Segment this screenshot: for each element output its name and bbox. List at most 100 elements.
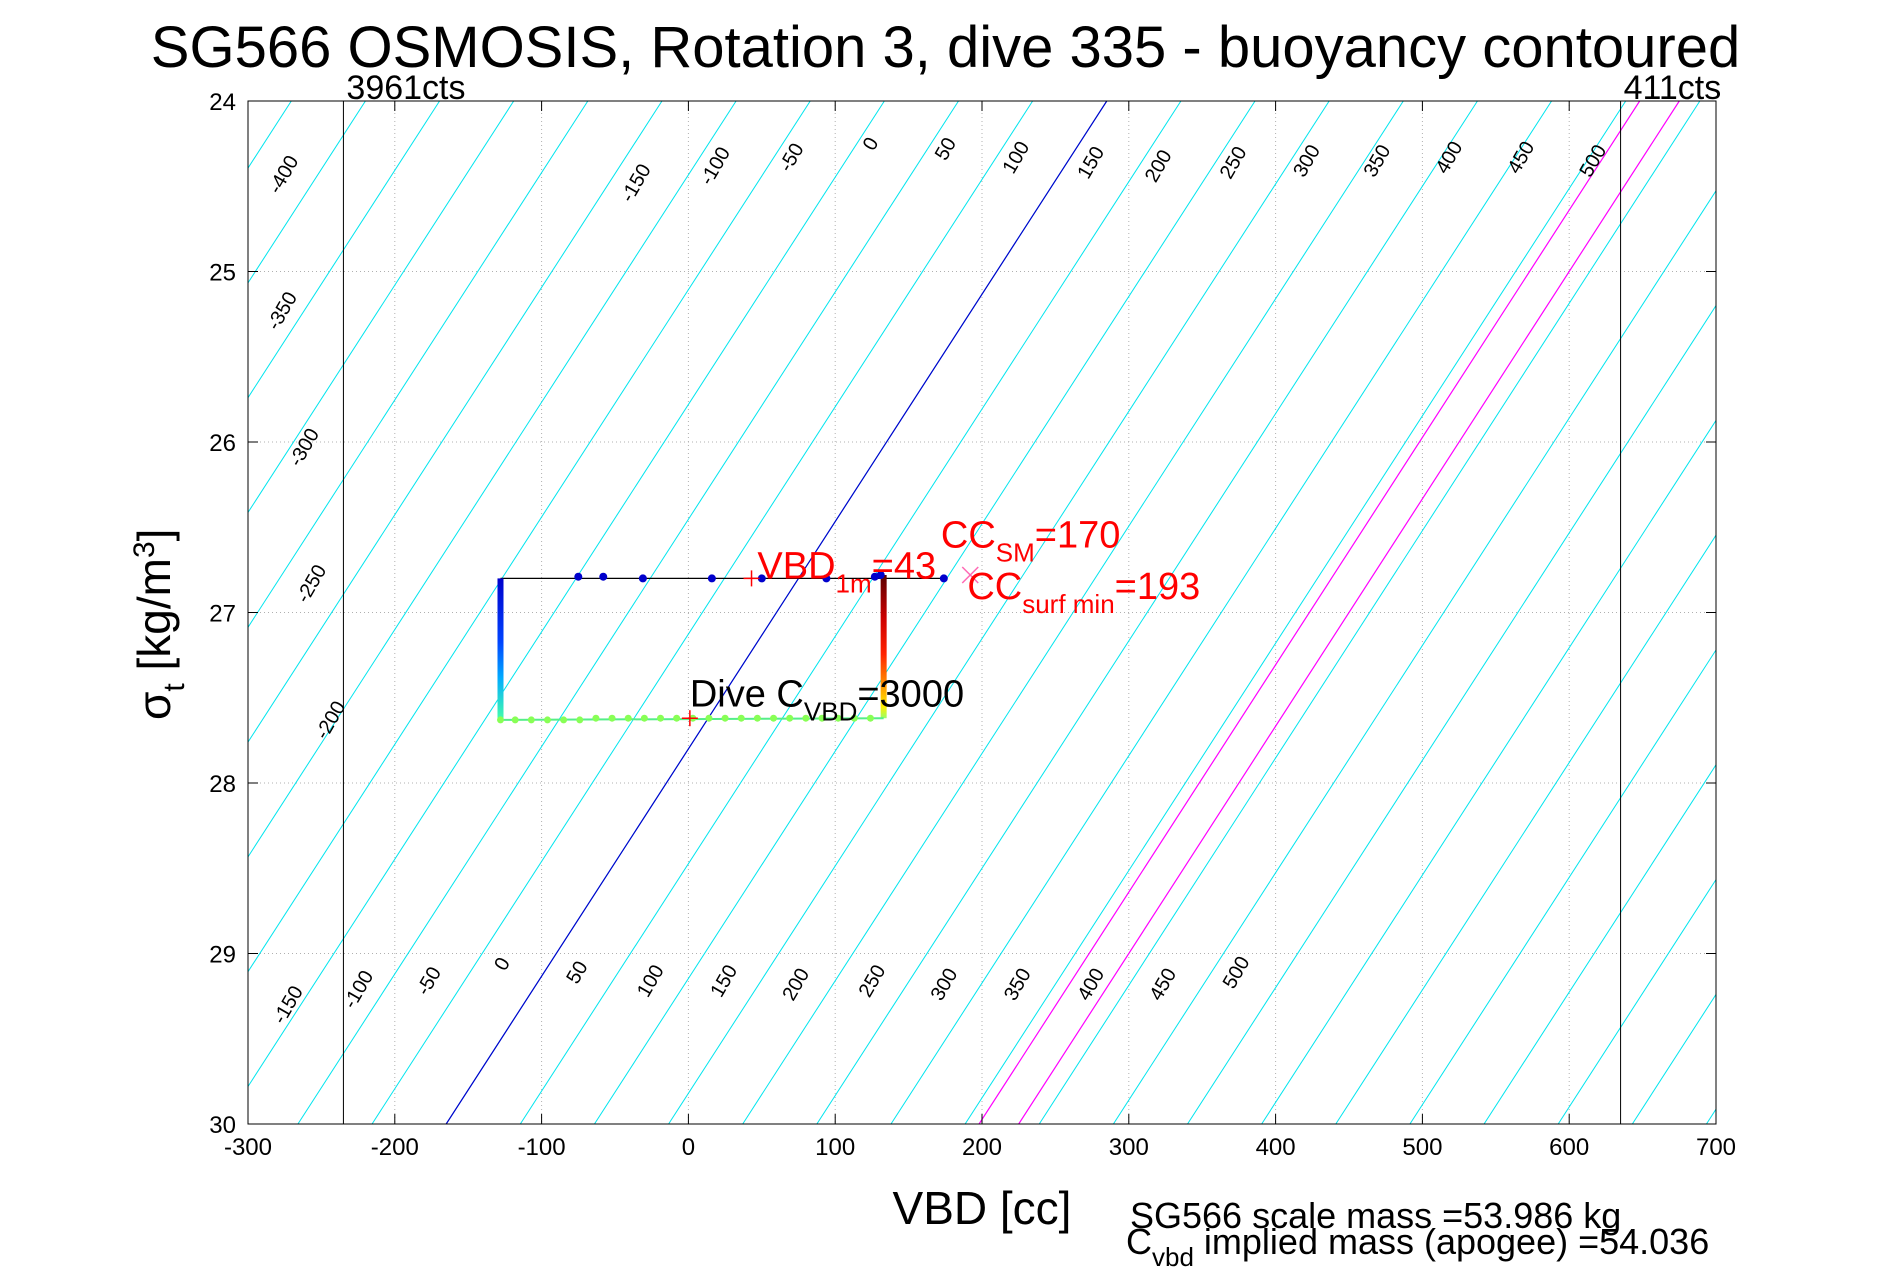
contour-label: 250 <box>1216 143 1252 183</box>
deep-point <box>705 714 713 722</box>
x-tick-label: 300 <box>1109 1134 1149 1161</box>
deep-point <box>802 714 810 722</box>
contour-label: -150 <box>617 160 656 206</box>
y-axis-label-rest: [kg/m <box>128 558 180 683</box>
zero-buoyancy-line <box>445 101 1108 1124</box>
x-tick-label: 700 <box>1696 1134 1736 1161</box>
y-tick-label: 30 <box>209 1112 236 1139</box>
contour-label: 50 <box>931 134 961 164</box>
buoyancy-contour-line <box>1781 101 1891 1124</box>
contour-label: -200 <box>311 697 350 743</box>
buoyancy-contour-line <box>742 101 1404 1124</box>
cc-annotation-sub: surf min <box>1022 589 1114 619</box>
deep-point <box>657 714 665 722</box>
x-tick-label: 200 <box>962 1134 1002 1161</box>
contour-label: -350 <box>263 288 302 334</box>
buoyancy-contour-line <box>1335 534 1716 1124</box>
buoyancy-contour-line <box>371 101 1034 1124</box>
contour-label: -50 <box>412 963 446 999</box>
y-tick-label: 25 <box>209 260 236 287</box>
surface-point <box>876 570 885 579</box>
buoyancy-contour-line <box>1557 878 1716 1124</box>
surface-point <box>599 572 608 581</box>
x-tick-label: -100 <box>518 1134 566 1161</box>
deep-point <box>737 714 745 722</box>
contour-label: -150 <box>269 982 308 1028</box>
cc-annotation: CCSM=170 <box>941 515 1120 568</box>
y-tick-label: 26 <box>209 430 236 457</box>
contour-label: 350 <box>1000 965 1036 1005</box>
y-tick-label: 29 <box>209 942 236 969</box>
surface-point <box>822 574 831 583</box>
buoyancy-contour-line <box>0 101 69 1124</box>
deep-point <box>673 714 681 722</box>
contour-label: 400 <box>1432 138 1468 178</box>
buoyancy-contour-line <box>248 101 440 399</box>
contour-label: 0 <box>859 134 884 155</box>
buoyancy-contour-line <box>248 101 811 973</box>
cc-annotation-rest: =193 <box>1115 566 1201 608</box>
deep-point <box>640 714 648 722</box>
deep-point <box>753 714 761 722</box>
deep-point <box>576 716 584 724</box>
scale-mass-text: SG566 scale mass =53.986 kg <box>1130 1195 1622 1236</box>
contour-label: 450 <box>1504 138 1540 178</box>
contour-label: 500 <box>1575 141 1611 181</box>
buoyancy-contour-line <box>519 101 1182 1124</box>
deep-point <box>770 714 778 722</box>
y-axis-label-sup: 3 <box>128 541 161 558</box>
cross-marker <box>961 566 979 584</box>
contour-label: 200 <box>778 965 814 1005</box>
deep-point <box>850 714 858 722</box>
cc-annotation: CCsurf min=193 <box>967 566 1200 619</box>
surface-point <box>638 574 647 583</box>
buoyancy-contour-line <box>1706 1108 1716 1124</box>
buoyancy-contour-line <box>594 101 1256 1124</box>
deep-point <box>592 714 600 722</box>
contour-label: 0 <box>490 954 515 975</box>
buoyancy-contour-line <box>964 101 1627 1124</box>
contour-label: -50 <box>775 140 809 176</box>
buoyancy-contour-line <box>0 101 217 1124</box>
buoyancy-contour-line <box>248 101 515 514</box>
deep-point <box>624 714 632 722</box>
y-axis-label-sym: σ <box>128 692 180 720</box>
x-tick-label: 0 <box>682 1134 695 1161</box>
plot-area <box>0 101 1891 1124</box>
buoyancy-contour-line <box>1409 649 1716 1124</box>
buoyancy-contour-line <box>890 101 1553 1124</box>
buoyancy-contour-line <box>668 101 1330 1124</box>
buoyancy-contour-line <box>248 101 885 1088</box>
deep-point <box>543 716 551 724</box>
cc-annotation-main: CC <box>967 566 1022 608</box>
implied-mass-prefix: C <box>1126 1221 1152 1262</box>
cc-annotation-rest: =170 <box>1035 515 1121 557</box>
x-tick-label: 600 <box>1549 1134 1589 1161</box>
contour-label: 150 <box>1073 143 1109 183</box>
y-tick-label: 24 <box>209 89 236 116</box>
buoyancy-contour-line <box>248 101 737 858</box>
buoyancy-contour-line <box>1187 304 1716 1124</box>
contour-label: -250 <box>292 561 331 607</box>
implied-mass-sub: vbd <box>1152 1242 1194 1272</box>
surface-point <box>939 574 948 583</box>
cc-line-CC_SM <box>978 101 1641 1124</box>
x-tick-label: 100 <box>815 1134 855 1161</box>
buoyancy-contour-line <box>1261 419 1716 1124</box>
buoyancy-contour-line <box>1631 993 1716 1124</box>
deep-point <box>786 714 794 722</box>
contour-label: -400 <box>264 152 303 198</box>
deep-point <box>496 716 504 724</box>
contour-label: -100 <box>339 967 378 1013</box>
contour-label: 300 <box>927 965 963 1005</box>
y-axis-label-close: ] <box>128 529 180 542</box>
annotation-rest: =3000 <box>857 673 964 715</box>
buoyancy-contour-line <box>297 101 959 1124</box>
deep-point <box>834 714 842 722</box>
x-axis-label: VBD [cc] <box>893 1182 1072 1234</box>
deep-point <box>721 714 729 722</box>
deep-point <box>511 716 519 724</box>
buoyancy-contour-line <box>248 101 663 744</box>
cc-annotation-sub: SM <box>996 538 1035 568</box>
